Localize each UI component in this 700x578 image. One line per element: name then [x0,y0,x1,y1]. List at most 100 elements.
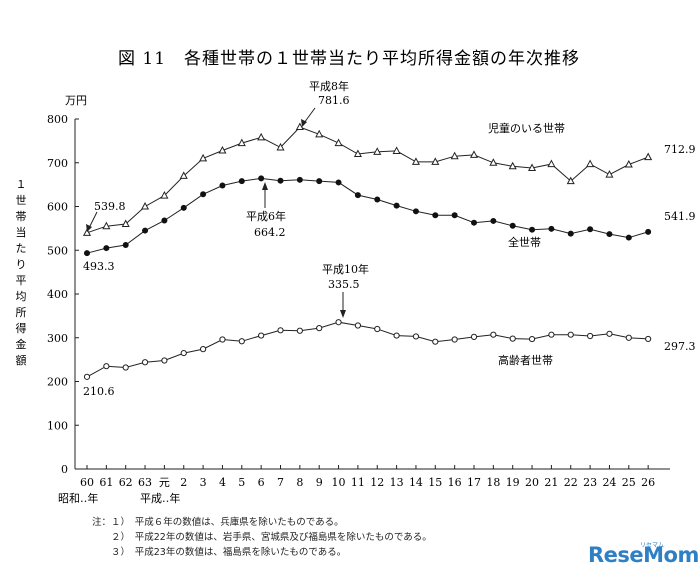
x-tick-label: 19 [506,476,520,489]
data-point [315,129,324,138]
chart-title: 図 11 各種世帯の１世帯当たり平均所得金額の年次推移 [118,49,580,69]
child-peak-year-label: 平成8年 [309,79,349,93]
child-start-arrow [88,211,98,229]
data-point [122,242,129,248]
series-label-all: 全世帯 [508,235,541,249]
x-tick-label: 61 [99,476,113,489]
y-tick-label: 100 [47,419,68,432]
y-axis-title-char: １ [16,178,27,191]
data-point [180,349,187,357]
data-point [238,178,245,185]
data-point [490,217,497,224]
x-tick-label: 18 [486,476,500,489]
all-peak-year-label: 平成6年 [246,209,286,223]
x-tick-label: 5 [238,476,245,489]
child-peak-value-label: 781.6 [318,94,350,107]
data-point [354,192,361,199]
data-point [586,159,595,168]
data-point [548,225,555,232]
x-tick-label: 6 [258,476,265,489]
data-point [529,226,536,233]
data-point [625,334,632,341]
series-layer [82,122,653,380]
data-point [373,147,382,155]
data-point [509,222,516,229]
x-tick-label: 62 [119,476,133,489]
elder-peak-year-label: 平成10年 [322,262,369,276]
x-tick-label: 8 [296,476,303,489]
data-point [257,132,266,141]
x-tick-label: 17 [467,476,481,489]
series-line [86,177,649,254]
data-point [548,331,555,338]
x-tick-label: 11 [351,476,365,489]
all-end-label: 541.9 [664,210,696,223]
data-point [624,159,633,168]
data-point [605,170,614,178]
data-point [160,191,169,199]
elder-end-label: 297.3 [664,340,696,353]
data-point [316,325,323,332]
data-point [277,177,284,184]
x-tick-label: 10 [332,476,346,489]
y-tick-label: 400 [47,288,68,301]
annotation-arrows [86,107,346,318]
data-point [470,333,478,340]
data-point [432,212,439,219]
y-axis-title-char: 当 [16,225,27,239]
data-point [489,158,498,166]
data-point [625,234,632,241]
y-tick-label: 500 [47,244,68,257]
data-point [587,332,594,340]
data-point [258,175,265,182]
data-point [392,146,401,154]
data-point [644,152,653,161]
data-point [295,122,304,131]
data-point [219,182,226,189]
data-point [354,322,361,329]
x-tick-label: 21 [544,476,558,489]
data-point [471,219,477,226]
data-point [180,204,187,211]
data-point [374,325,381,333]
data-point [218,145,227,154]
y-axis-title-char: 金 [16,337,27,351]
data-point [121,219,130,227]
data-point [509,335,516,342]
data-point [645,335,652,343]
data-point [335,319,342,326]
data-point [276,142,285,151]
data-point [84,250,90,257]
era-label-showa: 昭和‥年 [58,491,98,505]
data-point [141,201,150,210]
x-axis-ticks: 60 61 62 63 元 2 3 4 5 6 7 8 9 10 11 12 13 14 15 16 17 18 19 20 2… [80,465,655,489]
data-point [606,231,613,238]
resemom-logo: ReseMom [588,543,699,567]
y-axis-title-char: 得 [16,322,27,335]
series-1 [84,175,652,257]
data-point [142,227,149,234]
data-point [296,176,303,183]
y-axis-ticks: 0 100 200 300 400 500 600 700 800 [47,113,79,476]
data-point [567,230,574,237]
data-point [161,217,168,224]
data-point [412,208,419,215]
elder-peak-arrowhead [340,310,346,318]
x-tick-label: 23 [583,476,597,489]
data-point [199,153,208,162]
x-tick-label: 25 [622,476,636,489]
y-tick-label: 300 [47,332,68,345]
data-point [432,338,439,345]
series-label-child: 児童のいる世帯 [488,121,565,135]
data-point [238,338,245,345]
x-tick-label: 14 [409,476,423,489]
series-labels: 児童のいる世帯 全世帯 高齢者世帯 [488,121,565,367]
data-point [490,331,497,338]
era-label-heisei: 平成‥年 [140,491,180,505]
data-point [82,228,92,236]
y-axis-title-char: 額 [16,354,27,367]
data-point [528,163,537,171]
elder-peak-value-label: 335.5 [328,278,360,291]
x-tick-label: 3 [200,476,207,489]
child-peak-arrow [303,107,316,124]
